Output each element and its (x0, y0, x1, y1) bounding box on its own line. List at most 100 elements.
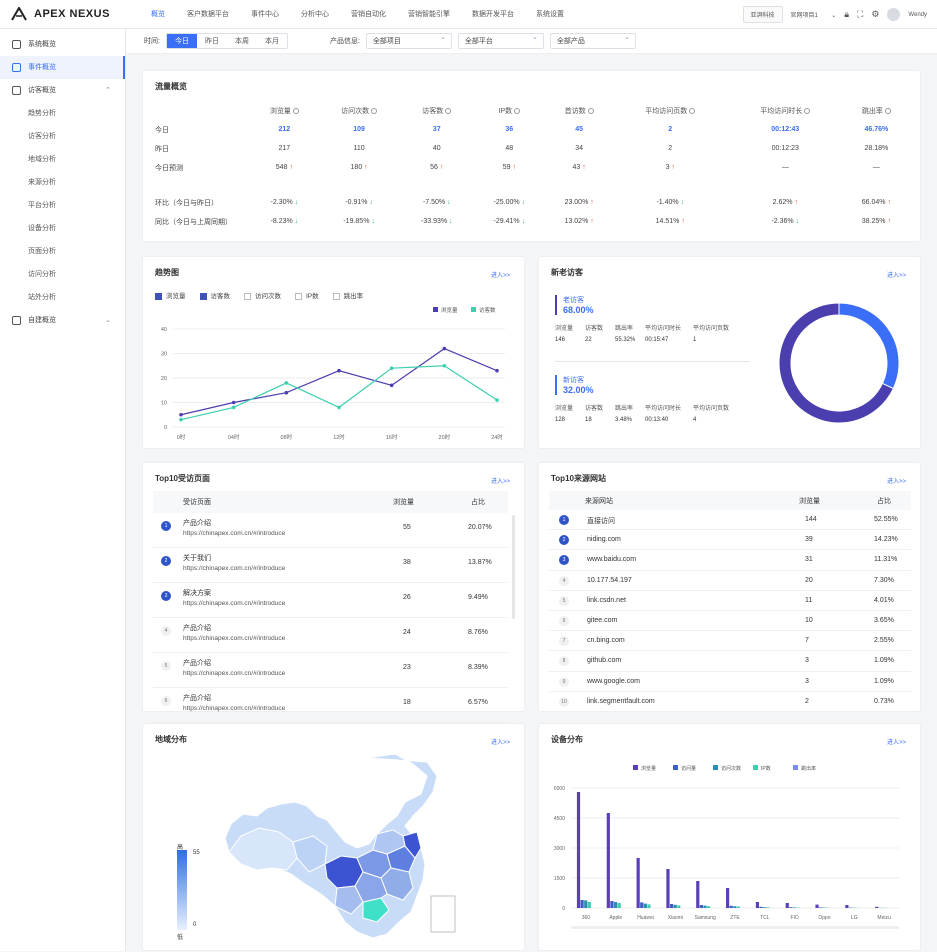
info-icon[interactable] (885, 108, 891, 114)
bar[interactable] (640, 902, 643, 908)
sidebar-subitem[interactable]: 访客分析 (0, 125, 125, 148)
nav-tab[interactable]: 营销自动化 (340, 0, 397, 31)
data-point[interactable] (232, 406, 236, 410)
data-point[interactable] (443, 364, 447, 368)
bar[interactable] (696, 881, 699, 908)
info-icon[interactable] (371, 108, 377, 114)
data-point[interactable] (495, 369, 499, 373)
bar[interactable] (737, 907, 740, 908)
info-icon[interactable] (293, 108, 299, 114)
bar[interactable] (674, 905, 677, 908)
nav-tab[interactable]: 概览 (140, 0, 176, 31)
bar[interactable] (584, 900, 587, 908)
bar[interactable] (789, 907, 792, 908)
time-option-week[interactable]: 本周 (227, 34, 257, 48)
data-point[interactable] (337, 369, 341, 373)
time-option-month[interactable]: 本月 (257, 34, 287, 48)
time-option-yesterday[interactable]: 昨日 (197, 34, 227, 48)
sidebar-subitem[interactable]: 设备分析 (0, 217, 125, 240)
info-icon[interactable] (588, 108, 594, 114)
page-url[interactable]: https://chinapex.com.cn/#/introduce (183, 600, 285, 607)
horizontal-scrollbar[interactable] (571, 926, 899, 929)
data-point[interactable] (232, 401, 236, 405)
bar[interactable] (677, 905, 680, 908)
geo-more-link[interactable]: 进入>> (491, 737, 510, 746)
sidebar-subitem[interactable]: 平台分析 (0, 194, 125, 217)
sidebar-item-event-overview[interactable]: 事件概览 (0, 56, 125, 79)
bar[interactable] (730, 906, 733, 908)
bar[interactable] (767, 907, 770, 908)
info-icon[interactable] (689, 108, 695, 114)
bar[interactable] (815, 905, 818, 908)
sidebar-subitem[interactable]: 趋势分析 (0, 102, 125, 125)
nav-tab[interactable]: 客户数据平台 (176, 0, 240, 31)
project-select[interactable]: 全部项目 (366, 33, 452, 49)
china-map[interactable] (217, 746, 477, 946)
scrollbar[interactable] (512, 515, 515, 619)
bar[interactable] (700, 905, 703, 908)
nav-tab[interactable]: 营销智能引擎 (397, 0, 461, 31)
source-name[interactable]: niding.com (587, 536, 621, 543)
page-url[interactable]: https://chinapex.com.cn/#/introduce (183, 705, 285, 712)
data-point[interactable] (337, 406, 341, 410)
source-name[interactable]: cn.bing.com (587, 637, 625, 644)
bar[interactable] (726, 888, 729, 908)
bar[interactable] (644, 904, 647, 908)
info-icon[interactable] (804, 108, 810, 114)
top-sources-more-link[interactable]: 进入>> (887, 476, 906, 485)
bar[interactable] (703, 906, 706, 908)
sidebar-subitem[interactable]: 站外分析 (0, 286, 125, 309)
org-selector[interactable]: 亚湃科技 (743, 6, 783, 23)
page-url[interactable]: https://chinapex.com.cn/#/introduce (183, 565, 285, 572)
bar[interactable] (733, 906, 736, 908)
bar[interactable] (763, 907, 766, 908)
source-name[interactable]: 直接访问 (587, 516, 615, 526)
fullscreen-icon[interactable]: ⛶ (857, 9, 863, 20)
bar[interactable] (637, 858, 640, 908)
bar[interactable] (756, 902, 759, 908)
info-icon[interactable] (445, 108, 451, 114)
page-url[interactable]: https://chinapex.com.cn/#/introduce (183, 530, 285, 537)
nav-tab[interactable]: 分析中心 (290, 0, 340, 31)
brand-logo[interactable]: APEX NEXUS (10, 7, 110, 21)
bar[interactable] (786, 903, 789, 908)
info-icon[interactable] (514, 108, 520, 114)
bar[interactable] (577, 792, 580, 908)
data-point[interactable] (179, 418, 183, 422)
bar[interactable] (614, 902, 617, 908)
data-point[interactable] (495, 398, 499, 402)
lock-icon[interactable]: 🔒︎ (844, 9, 849, 20)
bar[interactable] (588, 902, 591, 908)
bar[interactable] (793, 907, 796, 908)
sidebar-subitem[interactable]: 来源分析 (0, 171, 125, 194)
sidebar-item-system-overview[interactable]: 系统概览 (0, 33, 125, 56)
page-url[interactable]: https://chinapex.com.cn/#/introduce (183, 670, 285, 677)
nav-tab[interactable]: 数据开发平台 (461, 0, 525, 31)
data-point[interactable] (285, 381, 289, 385)
bar[interactable] (845, 905, 848, 908)
bar[interactable] (581, 900, 584, 908)
donut-slice[interactable] (839, 303, 899, 389)
sidebar-item-visitor-overview[interactable]: 访客概览⌃ (0, 79, 125, 102)
source-name[interactable]: www.google.com (587, 678, 640, 685)
bar[interactable] (670, 904, 673, 908)
bar[interactable] (819, 907, 822, 908)
source-name[interactable]: link.segmentfault.com (587, 698, 655, 705)
bar[interactable] (607, 813, 610, 908)
data-point[interactable] (390, 366, 394, 370)
bar[interactable] (875, 907, 878, 908)
top-pages-more-link[interactable]: 进入>> (491, 476, 510, 485)
visitors-more-link[interactable]: 进入>> (887, 270, 906, 279)
platform-select[interactable]: 全部平台 (458, 33, 544, 49)
